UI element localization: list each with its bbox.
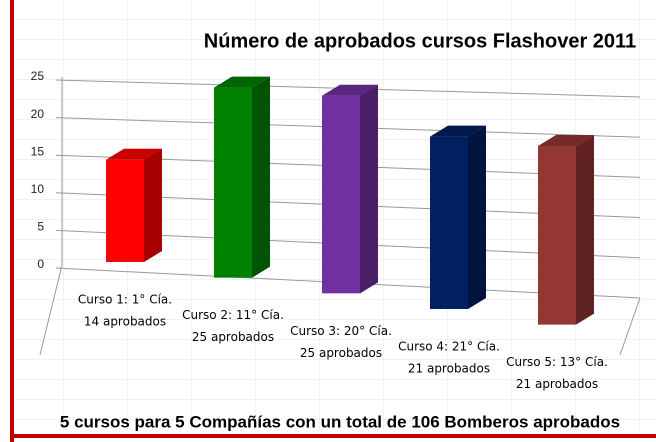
- bar-top: [106, 148, 162, 160]
- y-tick-label: 10: [31, 182, 45, 196]
- bar-top: [214, 76, 270, 88]
- bar: [214, 87, 252, 278]
- x-tick-label: Curso 5: 13° Cía.: [506, 355, 608, 369]
- x-tick-label: Curso 1: 1° Cía.: [78, 293, 172, 307]
- bar-top: [538, 134, 594, 146]
- y-tick-label: 15: [31, 144, 45, 158]
- bar-side: [144, 148, 162, 262]
- plot: 0 5 10 15 20 25 Curso 1: 1° Cía. 14 aprobados Cu…: [31, 69, 641, 391]
- y-tick-label: 20: [31, 107, 45, 121]
- bar: [538, 145, 576, 325]
- bar-top: [322, 84, 378, 96]
- bar: [106, 159, 144, 262]
- bar-top-shade: [322, 84, 378, 96]
- bar-side-shade: [252, 76, 270, 278]
- bar-side-shade: [144, 148, 162, 262]
- bar-top-shade: [538, 134, 594, 146]
- bar-side-shade: [468, 125, 486, 309]
- value-label: 25 aprobados: [300, 346, 382, 360]
- border-left: [10, 0, 14, 442]
- bar-top-shade: [430, 125, 486, 137]
- x-tick-label: Curso 3: 20° Cía.: [290, 324, 392, 338]
- bar-side: [576, 134, 594, 325]
- value-label: 21 aprobados: [516, 377, 598, 391]
- value-label: 21 aprobados: [408, 361, 490, 375]
- bar-side: [468, 125, 486, 309]
- bar: [322, 95, 360, 294]
- value-label: 25 aprobados: [192, 330, 274, 344]
- chart-title: Número de aprobados cursos Flashover 201…: [204, 30, 636, 52]
- bar: [430, 136, 468, 309]
- y-tick-label: 5: [37, 220, 44, 234]
- y-tick-label: 25: [31, 69, 45, 83]
- bar-top-shade: [106, 148, 162, 160]
- bar-side-shade: [360, 84, 378, 294]
- floor: [39, 264, 641, 356]
- bar-top: [430, 125, 486, 137]
- bar-top-shade: [214, 76, 270, 88]
- border-bottom: [10, 434, 656, 438]
- x-tick-label: Curso 4: 21° Cía.: [398, 339, 500, 353]
- bar-side: [252, 76, 270, 278]
- bar-side-shade: [576, 134, 594, 325]
- bar-side: [360, 84, 378, 294]
- x-tick-label: Curso 2: 11° Cía.: [182, 308, 284, 322]
- chart-subtitle: 5 cursos para 5 Compañías con un total d…: [60, 412, 620, 431]
- y-tick-label: 0: [37, 257, 44, 271]
- value-label: 14 aprobados: [84, 315, 166, 329]
